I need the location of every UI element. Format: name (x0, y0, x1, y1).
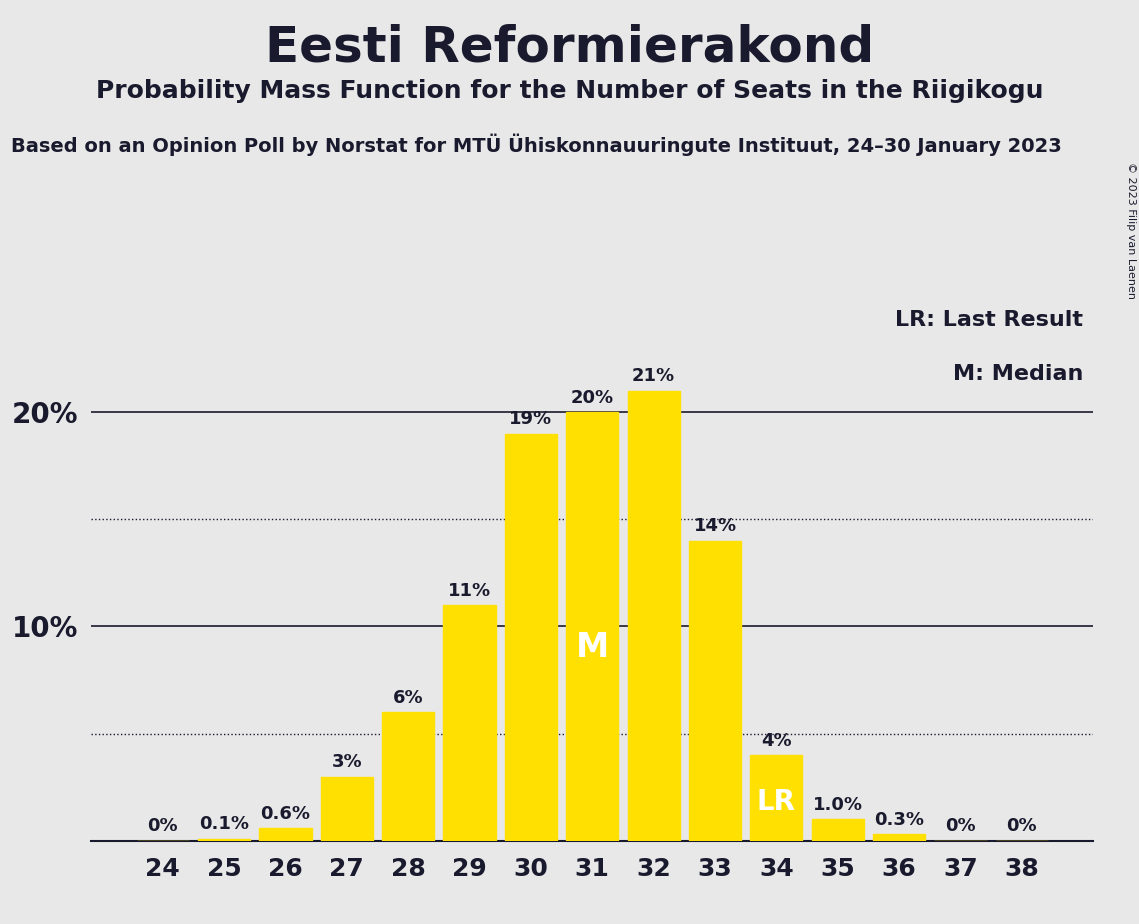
Text: M: M (575, 631, 609, 664)
Bar (198, 839, 251, 841)
Text: Probability Mass Function for the Number of Seats in the Riigikogu: Probability Mass Function for the Number… (96, 79, 1043, 103)
Text: 20%: 20% (571, 389, 614, 407)
Bar (566, 412, 618, 841)
Bar (751, 755, 803, 841)
Text: 4%: 4% (761, 732, 792, 749)
Text: 0.6%: 0.6% (261, 805, 311, 822)
Bar (260, 828, 312, 841)
Text: 0%: 0% (945, 818, 976, 835)
Text: 0.3%: 0.3% (874, 811, 924, 829)
Bar (812, 820, 863, 841)
Text: LR: LR (756, 788, 796, 816)
Text: 6%: 6% (393, 689, 424, 707)
Bar (628, 391, 680, 841)
Text: 0%: 0% (147, 818, 178, 835)
Text: 0%: 0% (1007, 818, 1038, 835)
Text: 3%: 3% (331, 753, 362, 772)
Bar (443, 605, 495, 841)
Text: 1.0%: 1.0% (813, 796, 862, 814)
Text: Based on an Opinion Poll by Norstat for MTÜ Ühiskonnauuringute Instituut, 24–30 : Based on an Opinion Poll by Norstat for … (11, 133, 1063, 155)
Bar (382, 712, 434, 841)
Text: LR: Last Result: LR: Last Result (895, 310, 1083, 330)
Text: © 2023 Filip van Laenen: © 2023 Filip van Laenen (1126, 163, 1136, 299)
Text: 11%: 11% (448, 582, 491, 600)
Text: 14%: 14% (694, 517, 737, 535)
Bar (872, 834, 925, 841)
Bar (689, 541, 741, 841)
Text: 0.1%: 0.1% (199, 815, 249, 833)
Text: M: Median: M: Median (953, 364, 1083, 383)
Bar (321, 776, 372, 841)
Text: 19%: 19% (509, 410, 552, 428)
Text: Eesti Reformierakond: Eesti Reformierakond (265, 23, 874, 71)
Text: 21%: 21% (632, 368, 675, 385)
Bar (505, 433, 557, 841)
